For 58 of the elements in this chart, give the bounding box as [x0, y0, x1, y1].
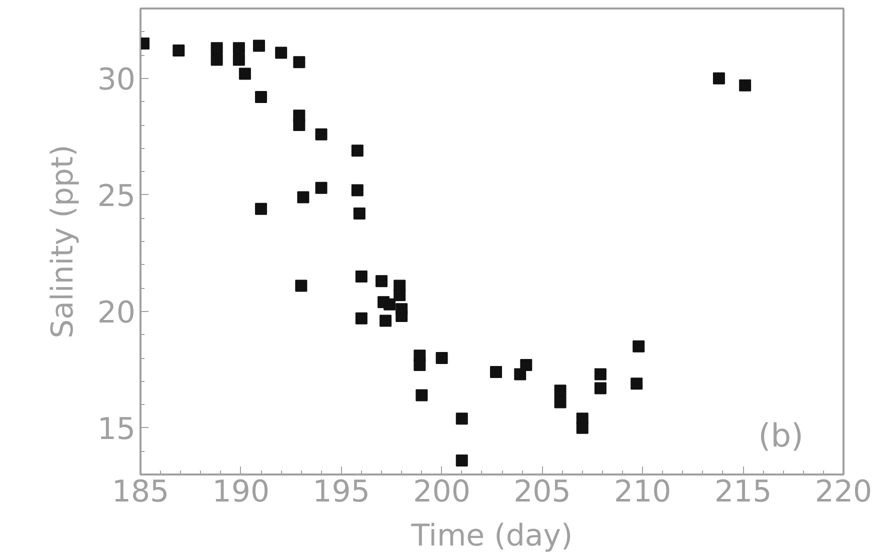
point: [594, 382, 606, 394]
point: [232, 42, 245, 54]
x-tick-label: 190: [212, 474, 270, 510]
point: [210, 54, 223, 66]
point: [293, 56, 306, 68]
point: [355, 270, 368, 282]
point: [414, 358, 426, 371]
y-tick-label: 20: [97, 295, 136, 330]
point: [295, 280, 308, 292]
point: [520, 358, 532, 371]
annotation: (b): [758, 416, 804, 454]
x-tick-label: 185: [112, 474, 170, 510]
point: [384, 298, 396, 310]
point: [456, 454, 468, 467]
point: [355, 312, 368, 324]
point: [630, 378, 643, 390]
point: [210, 42, 223, 54]
x-tick-label: 195: [312, 474, 370, 510]
point: [554, 396, 566, 408]
point: [490, 366, 502, 378]
point: [712, 72, 725, 84]
point: [396, 310, 408, 322]
x-tick-label: 220: [814, 474, 872, 510]
point: [351, 184, 364, 196]
y-tick-label: 30: [97, 62, 136, 98]
point: [253, 40, 266, 52]
point: [380, 314, 392, 327]
point: [297, 191, 310, 204]
x-tick-label: 200: [413, 474, 470, 510]
point: [353, 208, 366, 220]
x-tick-label: 215: [714, 474, 772, 510]
x-tick-label: 210: [614, 474, 672, 510]
point: [594, 368, 606, 380]
point: [576, 422, 588, 434]
point: [514, 368, 526, 380]
point: [456, 412, 468, 425]
point: [293, 119, 306, 131]
point: [351, 144, 364, 157]
point: [739, 79, 752, 92]
y-axis-title: Salinity (ppt): [45, 144, 80, 338]
point: [376, 275, 388, 288]
point: [255, 91, 268, 104]
x-axis-title: Time (day): [410, 518, 573, 554]
y-tick-label: 25: [97, 178, 136, 214]
point: [554, 384, 566, 397]
point: [315, 182, 328, 194]
point: [238, 68, 251, 80]
point: [172, 44, 185, 56]
point: [255, 202, 268, 215]
point: [436, 352, 448, 364]
point: [416, 389, 428, 402]
x-tick-label: 205: [514, 474, 571, 510]
point: [232, 54, 245, 66]
point: [275, 46, 288, 59]
y-tick-label: 15: [97, 412, 136, 447]
point: [632, 340, 645, 352]
point: [394, 289, 406, 302]
point: [315, 128, 328, 140]
